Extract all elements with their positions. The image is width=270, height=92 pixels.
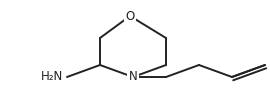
Text: H₂N: H₂N: [41, 70, 63, 84]
Text: N: N: [129, 70, 137, 84]
Text: O: O: [125, 9, 135, 23]
